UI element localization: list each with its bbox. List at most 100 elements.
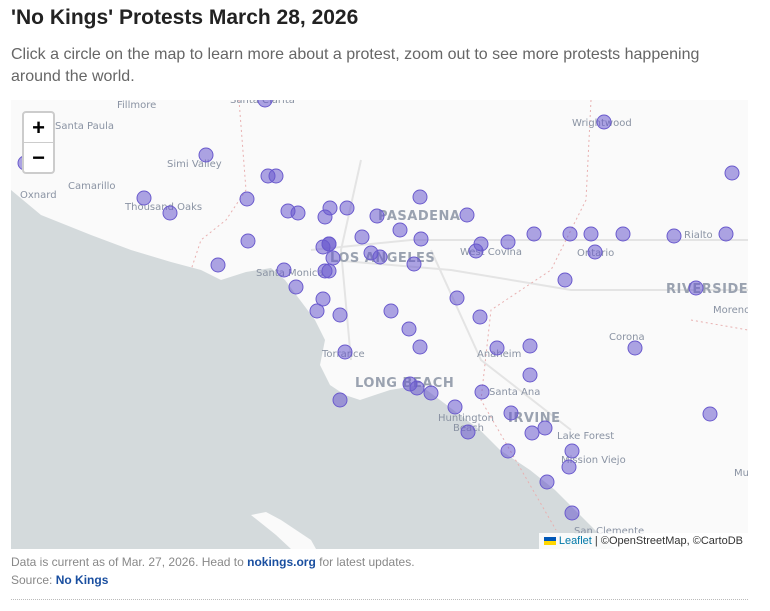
protest-marker[interactable]	[413, 231, 429, 247]
nokings-link[interactable]: nokings.org	[247, 555, 316, 569]
place-label: Fillmore	[117, 100, 156, 111]
divider	[11, 599, 748, 600]
protest-marker[interactable]	[383, 303, 399, 319]
protest-marker[interactable]	[354, 229, 370, 245]
place-label: Rialto	[684, 230, 713, 241]
zoom-out-button[interactable]: −	[24, 142, 53, 172]
place-label: Simi Valley	[167, 159, 222, 170]
protest-marker[interactable]	[702, 406, 718, 422]
protest-marker[interactable]	[666, 228, 682, 244]
protest-marker[interactable]	[500, 234, 516, 250]
protest-marker[interactable]	[240, 233, 256, 249]
protest-marker[interactable]	[587, 244, 603, 260]
protest-marker[interactable]	[392, 222, 408, 238]
place-label: San Clemente	[574, 526, 644, 537]
protest-marker[interactable]	[198, 147, 214, 163]
attribution-text: | ©OpenStreetMap, ©CartoDB	[594, 535, 743, 547]
protest-marker[interactable]	[557, 272, 573, 288]
ukraine-flag-icon	[543, 537, 556, 546]
place-label: Oxnard	[20, 190, 57, 201]
place-label: PASADENA	[378, 209, 460, 224]
protest-marker[interactable]	[290, 205, 306, 221]
protest-marker[interactable]	[372, 249, 388, 265]
protest-marker[interactable]	[564, 443, 580, 459]
zoom-in-button[interactable]: +	[32, 115, 45, 140]
protest-marker[interactable]	[459, 207, 475, 223]
protest-marker[interactable]	[472, 309, 488, 325]
protest-marker[interactable]	[210, 257, 226, 273]
page-subtitle: Click a circle on the map to learn more …	[11, 46, 700, 85]
protest-marker[interactable]	[524, 425, 540, 441]
place-label: Santa Paula	[55, 121, 114, 132]
protest-marker[interactable]	[402, 376, 418, 392]
protest-marker[interactable]	[596, 114, 612, 130]
place-label: Mission Viejo	[561, 455, 626, 466]
protest-marker[interactable]	[339, 200, 355, 216]
protest-marker[interactable]	[564, 505, 580, 521]
protest-marker[interactable]	[268, 168, 284, 184]
protest-marker[interactable]	[447, 399, 463, 415]
protest-marker[interactable]	[562, 226, 578, 242]
protest-marker[interactable]	[412, 189, 428, 205]
protest-marker[interactable]	[688, 280, 704, 296]
ocean	[11, 190, 615, 549]
protest-marker[interactable]	[503, 405, 519, 421]
protest-marker[interactable]	[537, 420, 553, 436]
protest-marker[interactable]	[423, 385, 439, 401]
protest-marker[interactable]	[332, 307, 348, 323]
protest-marker[interactable]	[162, 205, 178, 221]
protest-marker[interactable]	[474, 384, 490, 400]
protest-marker[interactable]	[337, 344, 353, 360]
protest-marker[interactable]	[460, 424, 476, 440]
place-label: Camarillo	[68, 181, 116, 192]
protest-marker[interactable]	[321, 236, 337, 252]
protest-marker[interactable]	[615, 226, 631, 242]
protest-marker[interactable]	[406, 256, 422, 272]
page-title: 'No Kings' Protests March 28, 2026	[11, 6, 359, 29]
freeway	[310, 159, 748, 431]
place-label: Moreno	[713, 305, 748, 316]
note-text-end: for latest updates.	[315, 555, 415, 569]
place-label: Mu	[734, 468, 748, 479]
protest-marker[interactable]	[412, 339, 428, 355]
protest-marker[interactable]	[718, 226, 734, 242]
place-label: Thousand Oaks	[124, 202, 202, 213]
protest-marker[interactable]	[489, 340, 505, 356]
protest-marker[interactable]	[239, 191, 255, 207]
protest-marker[interactable]	[315, 291, 331, 307]
protest-marker[interactable]	[401, 321, 417, 337]
protest-map[interactable]: Fillmore Santa Clarita Santa Paula Simi Val…	[11, 100, 748, 549]
protest-marker[interactable]	[288, 279, 304, 295]
protest-marker[interactable]	[136, 190, 152, 206]
map-attribution: Leaflet | ©OpenStreetMap, ©CartoDB	[538, 533, 748, 549]
protest-marker[interactable]	[724, 165, 740, 181]
place-label: Corona	[609, 332, 645, 343]
protest-marker[interactable]	[332, 392, 348, 408]
place-label: Huntington	[438, 413, 494, 424]
source-label: Source:	[11, 573, 56, 587]
protest-marker[interactable]	[500, 443, 516, 459]
source-line: Source: No Kings	[11, 573, 108, 587]
protest-marker[interactable]	[583, 226, 599, 242]
place-label: RIVERSIDE	[666, 282, 748, 297]
leaflet-link[interactable]: Leaflet	[558, 535, 592, 547]
protest-marker[interactable]	[276, 262, 292, 278]
protest-marker[interactable]	[257, 100, 273, 108]
protest-marker[interactable]	[449, 290, 465, 306]
protest-marker[interactable]	[325, 250, 341, 266]
protest-marker[interactable]	[321, 263, 337, 279]
protest-marker[interactable]	[522, 367, 538, 383]
protest-marker[interactable]	[309, 303, 325, 319]
source-link[interactable]: No Kings	[55, 573, 109, 587]
protest-marker[interactable]	[468, 243, 484, 259]
protest-marker[interactable]	[539, 474, 555, 490]
protest-marker[interactable]	[317, 209, 333, 225]
protest-marker[interactable]	[526, 226, 542, 242]
protest-marker[interactable]	[522, 338, 538, 354]
protest-marker[interactable]	[627, 340, 643, 356]
protest-marker[interactable]	[561, 459, 577, 475]
note-text: Data is current as of Mar. 27, 2026. Hea…	[11, 555, 248, 569]
protest-marker[interactable]	[369, 208, 385, 224]
data-note: Data is current as of Mar. 27, 2026. Hea…	[11, 555, 415, 569]
